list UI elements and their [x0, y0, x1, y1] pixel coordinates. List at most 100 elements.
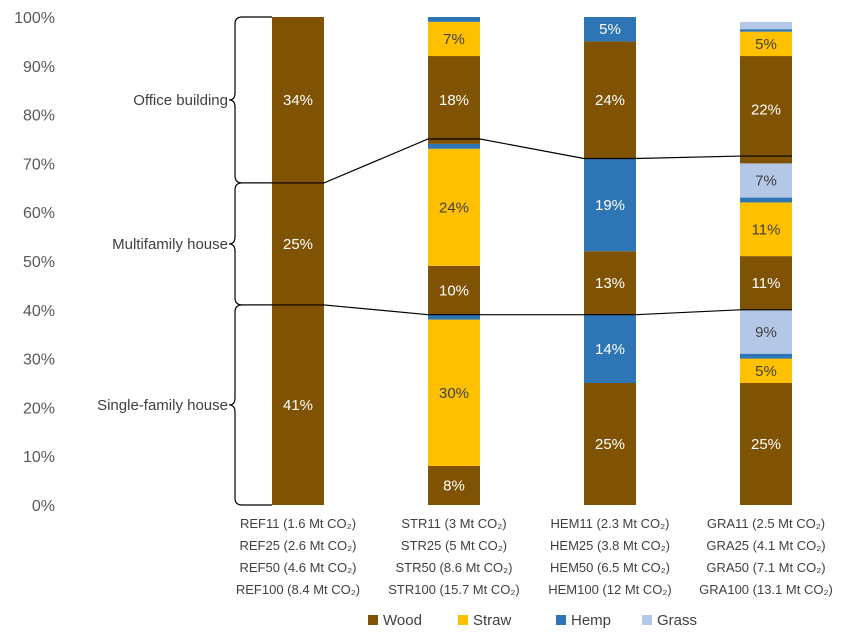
data-label: 7%: [443, 31, 465, 48]
bar-segment-wood: [428, 465, 480, 505]
data-label: 13%: [595, 275, 625, 292]
building-type-label: Multifamily house: [112, 236, 228, 253]
bar-segment-grass: [740, 163, 792, 198]
bar-segment-straw: [740, 202, 792, 257]
data-label: 11%: [752, 221, 781, 238]
category-label: GRA11 (2.5 Mt CO₂): [707, 516, 825, 531]
boundary-connector-line: [272, 138, 792, 184]
bars: 41% 25% 34% 8% 30% 10% 24% 18% 7% 25% 14% 13% 19% 24%…: [272, 17, 792, 505]
legend-label: Hemp: [571, 612, 611, 629]
bar-segment-wood: [272, 17, 324, 183]
bar-segment-hemp: [428, 314, 480, 320]
bracket: [228, 16, 272, 184]
bar-segment-straw: [428, 319, 480, 466]
bar-segment-wood: [740, 56, 792, 164]
data-label: 10%: [439, 282, 469, 299]
category-label: GRA100 (13.1 Mt CO₂): [699, 582, 833, 597]
boundary-connector-line: [272, 304, 792, 316]
data-label: 14%: [595, 341, 625, 358]
y-tick-label: 100%: [14, 10, 55, 27]
data-label: 30%: [439, 385, 469, 402]
bar-segment-hemp: [584, 158, 636, 252]
y-tick-label: 40%: [23, 303, 55, 320]
data-label: 5%: [755, 363, 777, 380]
category-label: HEM50 (6.5 Mt CO₂): [550, 560, 670, 575]
bar-segment-grass: [740, 21, 792, 30]
legend: Wood Straw Hemp Grass: [368, 612, 697, 629]
category-label: REF11 (1.6 Mt CO₂): [240, 516, 356, 531]
category-label: GRA25 (4.1 Mt CO₂): [706, 538, 825, 553]
bar-segment-hemp: [584, 314, 636, 383]
legend-swatch: [556, 615, 566, 625]
bar-segment-wood: [428, 56, 480, 144]
data-label: 41%: [283, 397, 313, 414]
building-type-label: Office building: [133, 92, 228, 109]
bar-segment-straw: [740, 358, 792, 383]
y-tick-label: 50%: [23, 254, 55, 271]
category-label: STR25 (5 Mt CO₂): [401, 538, 507, 553]
bar-segment-straw: [740, 31, 792, 57]
bracket: [228, 304, 272, 506]
data-label: 7%: [755, 172, 777, 189]
legend-label: Grass: [657, 612, 697, 629]
category-label: STR100 (15.7 Mt CO₂): [388, 582, 519, 597]
y-axis: 0% 10% 20% 30% 40% 50% 60% 70% 80% 90% 100%: [14, 10, 55, 515]
legend-label: Straw: [473, 612, 512, 629]
data-label: 22%: [751, 102, 781, 119]
bar-segment-wood: [584, 41, 636, 159]
bar-segment-wood: [584, 251, 636, 315]
data-label: 5%: [599, 21, 621, 38]
category-label: REF100 (8.4 Mt CO₂): [236, 582, 360, 597]
bar-segment-hemp: [740, 29, 792, 32]
data-label: 9%: [755, 324, 777, 341]
bar-segment-wood: [740, 383, 792, 505]
category-label: REF25 (2.6 Mt CO₂): [239, 538, 356, 553]
bracket: [228, 182, 272, 306]
category-labels: REF11 (1.6 Mt CO₂) REF25 (2.6 Mt CO₂) REF5…: [236, 516, 833, 597]
bar-segment-hemp: [584, 17, 636, 42]
category-label: HEM100 (12 Mt CO₂): [548, 582, 672, 597]
y-tick-label: 20%: [23, 400, 55, 417]
category-label: HEM11 (2.3 Mt CO₂): [551, 516, 670, 531]
y-tick-label: 10%: [23, 449, 55, 466]
data-label: 25%: [283, 236, 313, 253]
bar-segment-wood: [272, 304, 324, 505]
bar-segment-hemp: [740, 353, 792, 359]
data-label: 5%: [755, 36, 777, 53]
data-label: 19%: [595, 197, 625, 214]
data-label: 25%: [751, 436, 781, 453]
data-label: 34%: [283, 92, 313, 109]
bar-segment-hemp: [740, 197, 792, 203]
bar-segment-wood: [272, 182, 324, 305]
legend-swatch: [368, 615, 378, 625]
bar-segment-wood: [584, 383, 636, 505]
bar-segment-straw: [428, 21, 480, 57]
data-label: 25%: [595, 436, 625, 453]
bar-segment-grass: [740, 309, 792, 354]
y-tick-label: 70%: [23, 156, 55, 173]
data-label: 18%: [439, 92, 469, 109]
y-tick-label: 30%: [23, 352, 55, 369]
data-label: 11%: [752, 275, 781, 292]
bar-segment-wood: [428, 265, 480, 315]
legend-swatch: [458, 615, 468, 625]
y-tick-label: 80%: [23, 108, 55, 125]
bar-segment-wood: [740, 256, 792, 310]
legend-label: Wood: [383, 612, 422, 629]
category-label: STR50 (8.6 Mt CO₂): [395, 560, 512, 575]
bar-segment-straw: [428, 148, 480, 266]
category-label: GRA50 (7.1 Mt CO₂): [706, 560, 825, 575]
connector-lines: [272, 138, 792, 316]
category-label: HEM25 (3.8 Mt CO₂): [550, 538, 670, 553]
category-label: REF50 (4.6 Mt CO₂): [239, 560, 356, 575]
y-tick-label: 60%: [23, 205, 55, 222]
building-type-brackets: Single-family house Multifamily house Offi…: [97, 16, 272, 506]
bar-segment-hemp: [428, 17, 480, 22]
data-label: 24%: [595, 92, 625, 109]
building-type-label: Single-family house: [97, 397, 228, 414]
bar-segment-hemp: [428, 143, 480, 149]
y-tick-label: 90%: [23, 59, 55, 76]
data-label: 24%: [439, 199, 469, 216]
y-tick-label: 0%: [32, 498, 55, 515]
